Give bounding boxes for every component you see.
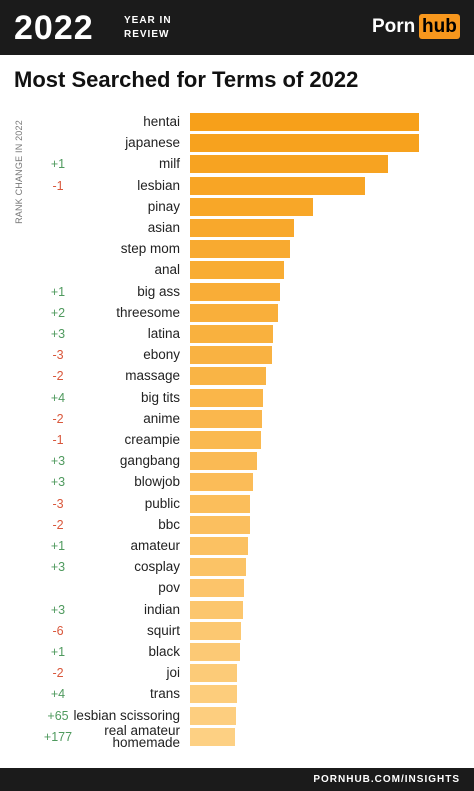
rank-change: -2 (52, 369, 64, 384)
bar (190, 282, 280, 301)
rank-change: +2 (50, 305, 66, 320)
rank-change: -1 (52, 433, 64, 447)
bar (190, 579, 245, 598)
logo-text: Porn (372, 16, 416, 37)
bar (190, 494, 250, 513)
rank-change: +1 (50, 645, 66, 659)
bar (190, 325, 273, 343)
rank-change: +3 (50, 475, 66, 490)
category-label: pinay (147, 198, 180, 214)
category-label: massage (125, 368, 180, 384)
rank-change: -2 (52, 666, 64, 681)
bar (190, 643, 240, 661)
bar (190, 388, 264, 407)
category-label: big ass (137, 283, 180, 299)
category-label: joi (166, 665, 180, 681)
category-label: big tits (140, 389, 180, 405)
tagline: REVIEW (124, 29, 170, 40)
rank-change: -3 (52, 348, 64, 363)
category-label: gangbang (119, 453, 180, 469)
rank-change: -3 (52, 496, 64, 511)
category-label: black (148, 644, 180, 659)
category-label: trans (149, 686, 180, 702)
category-label: blowjob (134, 474, 180, 490)
category-label: lesbian (137, 177, 180, 193)
rank-change: -2 (52, 411, 64, 426)
rank-change: +4 (50, 390, 66, 405)
bar (190, 197, 313, 216)
bar (190, 155, 389, 174)
bar (190, 537, 248, 555)
bar (190, 431, 261, 449)
bar (190, 727, 236, 746)
header-bar (0, 0, 474, 55)
category-label: asian (147, 220, 180, 235)
logo-badge: hub (419, 14, 460, 39)
rank-change: +65 (47, 708, 69, 723)
category-label: anime (143, 410, 180, 426)
category-label: milf (159, 156, 180, 172)
bar (190, 600, 243, 619)
rank-change: -6 (52, 623, 64, 638)
category-label: squirt (146, 622, 180, 638)
rank-change: -1 (52, 178, 64, 193)
bar (190, 219, 294, 237)
rank-change: +4 (50, 687, 66, 702)
bar (190, 134, 419, 153)
rank-change: +1 (50, 157, 66, 172)
bar (190, 409, 262, 428)
footer-text: PORNHUB.COM/INSIGHTS (313, 774, 460, 785)
rank-change: +177 (43, 729, 73, 744)
bar (190, 452, 258, 471)
category-label: amateur (130, 538, 180, 553)
bar (190, 515, 250, 534)
bar (190, 261, 284, 280)
bar (190, 176, 365, 195)
category-label: cosplay (134, 559, 180, 575)
category-label: anal (154, 262, 180, 278)
category-label: threesome (116, 304, 180, 320)
year: 2022 (14, 9, 94, 47)
bar (190, 113, 419, 131)
tagline: YEAR IN (124, 15, 172, 26)
bar (190, 558, 247, 577)
bar (190, 240, 291, 259)
bar (190, 303, 278, 322)
category-label: pov (158, 580, 180, 596)
category-label: public (144, 495, 180, 511)
category-label: latina (147, 326, 180, 341)
category-label: step mom (120, 241, 180, 257)
chart-title: Most Searched for Terms of 2022 (14, 67, 359, 92)
bar (190, 473, 253, 492)
bar (190, 706, 237, 725)
bar (190, 685, 237, 704)
rank-change: -2 (52, 517, 64, 532)
category-label: bbc (158, 516, 180, 532)
bar (190, 346, 272, 365)
category-label: indian (143, 601, 180, 617)
category-label: ebony (143, 347, 180, 363)
rank-change: +1 (50, 284, 66, 299)
bar (190, 621, 242, 640)
bar (190, 664, 237, 683)
rank-change: +3 (50, 560, 66, 575)
category-label: lesbian scissoring (73, 707, 180, 723)
category-label: real amateur homemade (104, 722, 180, 750)
category-label: creampie (124, 432, 180, 447)
rank-change: +3 (50, 327, 66, 341)
rank-change: +1 (50, 539, 66, 553)
bar (190, 367, 267, 386)
category-label: japanese (125, 135, 180, 151)
rank-change: +3 (50, 454, 66, 469)
category-label: hentai (143, 114, 180, 129)
rank-change: +3 (50, 602, 66, 617)
footer-bar (0, 768, 474, 791)
